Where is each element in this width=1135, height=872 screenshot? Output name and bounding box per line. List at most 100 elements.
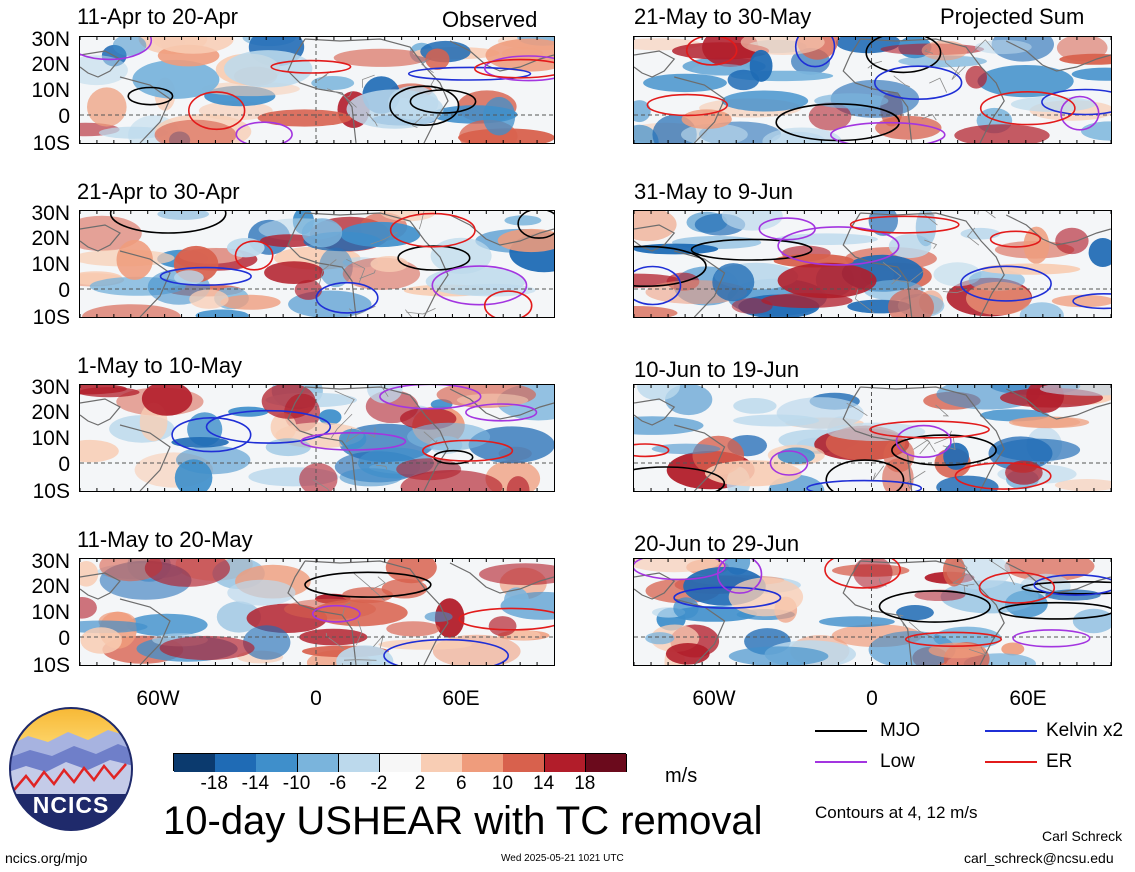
projected-label: Projected Sum: [940, 4, 1085, 29]
coastline: [634, 398, 676, 426]
coastline: [304, 560, 449, 665]
filter-contour: [758, 217, 816, 241]
country-border: [312, 479, 330, 491]
coastline: [674, 76, 726, 143]
country-border: [317, 70, 332, 81]
lon-label: 60E: [442, 687, 480, 710]
email: carl_schreck@ncsu.edu: [964, 850, 1114, 866]
shear-shading: [1055, 227, 1089, 255]
country-border: [380, 385, 389, 397]
shear-shading: [407, 422, 491, 451]
lat-label: 20N: [31, 401, 70, 424]
colorbar-cell: [379, 754, 422, 772]
shear-shading: [294, 279, 323, 300]
filter-contour: [234, 240, 274, 271]
filter-contour: [187, 91, 246, 131]
coastline: [119, 250, 171, 317]
filter-contour: [978, 571, 1056, 604]
filter-contour: [960, 265, 1052, 302]
colorbar-tick-label: -18: [200, 773, 228, 794]
coastline: [80, 398, 121, 426]
country-border: [318, 259, 337, 285]
filter-contour: [389, 85, 460, 126]
shear-shading: [1012, 416, 1081, 428]
filter-contour: [517, 211, 554, 239]
shear-shading: [284, 598, 376, 620]
lat-label: 0: [58, 627, 70, 650]
filter-contour: [874, 65, 963, 101]
shear-shading: [189, 289, 229, 309]
country-border: [365, 427, 376, 438]
country-border: [958, 559, 968, 576]
shear-shading: [264, 261, 324, 284]
shear-shading: [386, 621, 441, 637]
shear-shading: [396, 458, 462, 481]
map-panel: [79, 210, 555, 318]
country-border: [846, 402, 868, 417]
coastline: [449, 562, 554, 594]
filter-contour: [794, 37, 836, 68]
lat-label: 30N: [31, 202, 70, 225]
coastline: [634, 572, 676, 600]
filter-contour: [304, 571, 432, 598]
shear-shading: [634, 100, 651, 123]
coastline: [842, 212, 913, 317]
shear-shading: [174, 459, 213, 491]
shear-shading: [777, 262, 877, 299]
country-border: [375, 464, 388, 470]
filter-contour: [634, 443, 670, 458]
country-border: [404, 309, 412, 317]
filter-contour: [458, 607, 554, 631]
shear-shading: [80, 439, 119, 463]
shear-shading: [954, 124, 1050, 143]
coastline: [119, 76, 171, 143]
coastline: [1005, 388, 1111, 420]
shear-shading: [126, 613, 208, 637]
coastline: [449, 388, 554, 420]
shear-shading: [1088, 238, 1111, 267]
shear-shading: [141, 385, 193, 416]
shear-shading: [367, 385, 403, 404]
country-border: [362, 74, 375, 88]
filter-contour: [315, 281, 379, 314]
colorbar-cell: [256, 754, 299, 772]
shear-shading: [1001, 642, 1025, 656]
country-border: [330, 413, 353, 439]
shear-shading: [634, 416, 704, 435]
shear-shading: [1010, 96, 1096, 112]
lat-label: 20N: [31, 575, 70, 598]
colorbar-cell: [544, 754, 587, 772]
shear-shading: [868, 631, 956, 665]
country-border: [929, 77, 948, 93]
filter-contour: [954, 462, 1052, 490]
country-border: [867, 60, 883, 69]
filter-contour: [685, 37, 738, 66]
lon-label: 60W: [136, 687, 180, 710]
country-border: [371, 576, 386, 591]
lat-label: 20N: [31, 227, 70, 250]
filter-contour: [474, 58, 554, 79]
shear-shading: [728, 577, 804, 617]
shear-shading: [154, 119, 237, 143]
shear-shading: [634, 306, 678, 317]
shear-shading: [1019, 302, 1064, 317]
filter-contour: [205, 409, 332, 444]
shear-shading: [942, 559, 966, 587]
filter-contour: [483, 290, 533, 317]
filter-contour: [159, 266, 252, 287]
filter-contour: [431, 265, 528, 306]
website: ncics.org/mjo: [5, 850, 88, 866]
shear-shading: [87, 87, 127, 127]
filter-contour: [634, 265, 682, 306]
legend-label: MJO: [880, 720, 921, 741]
shear-shading: [733, 398, 777, 414]
filter-contour: [830, 121, 946, 143]
country-border: [971, 39, 995, 54]
shear-shading: [898, 55, 987, 68]
legend-label: Low: [880, 751, 915, 772]
shear-shading: [965, 65, 987, 89]
country-border: [967, 227, 980, 246]
shear-shading: [712, 263, 755, 302]
filter-contour: [769, 450, 809, 476]
country-border: [935, 404, 950, 417]
